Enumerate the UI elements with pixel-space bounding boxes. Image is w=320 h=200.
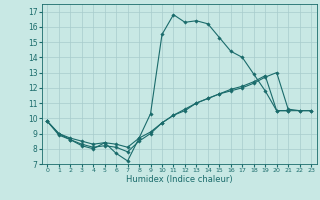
X-axis label: Humidex (Indice chaleur): Humidex (Indice chaleur) — [126, 175, 233, 184]
